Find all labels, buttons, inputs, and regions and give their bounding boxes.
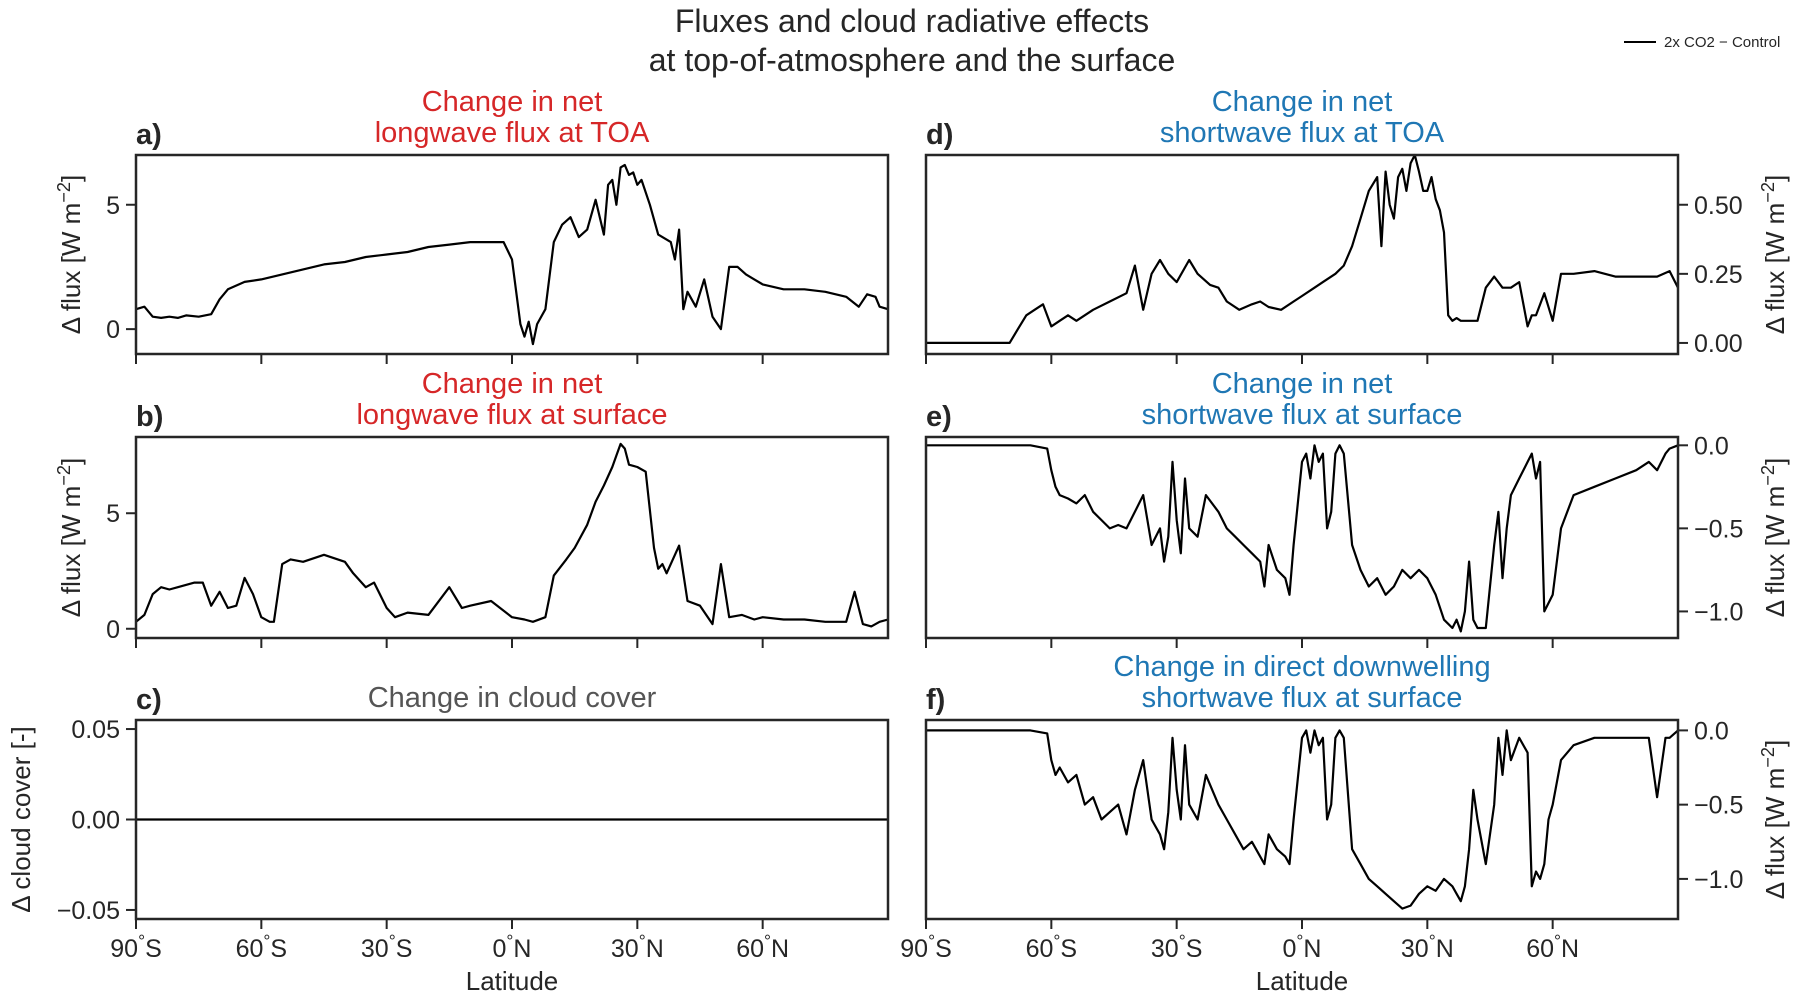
panel-title-line1: Change in net xyxy=(1212,86,1393,118)
y-axis-label: Δ flux [W m−2] xyxy=(1758,740,1790,899)
panel-title-line2: shortwave flux at TOA xyxy=(1160,117,1445,149)
y-tick-label: −0.5 xyxy=(1694,515,1743,543)
x-tick-label: 30°N xyxy=(611,931,664,963)
x-tick-label: 30°S xyxy=(1151,931,1203,963)
x-tick-label: 30°N xyxy=(1401,931,1454,963)
y-tick-label: 0.50 xyxy=(1694,192,1743,220)
figure-title-line1: Fluxes and cloud radiative effects xyxy=(675,3,1149,39)
x-tick-label: 60°S xyxy=(236,931,288,963)
series-line xyxy=(135,163,889,346)
series-line xyxy=(135,442,889,628)
panel-title-line2: shortwave flux at surface xyxy=(1142,399,1463,431)
panel-label: f) xyxy=(926,684,945,716)
panel-title-line2: shortwave flux at surface xyxy=(1142,682,1463,714)
x-tick-label: 0°N xyxy=(1283,931,1322,963)
x-tick-label: 0°N xyxy=(493,931,532,963)
series-line xyxy=(926,444,1679,633)
x-axis-label: Latitude xyxy=(466,966,559,996)
panel-title-line1: Change in direct downwelling xyxy=(1113,651,1490,683)
y-tick-label: 0.05 xyxy=(71,716,120,744)
panel-label: e) xyxy=(926,401,952,433)
panel-label: a) xyxy=(136,119,162,151)
y-tick-label: −0.05 xyxy=(57,897,120,925)
x-tick-label: 60°N xyxy=(736,931,789,963)
y-tick-label: −1.0 xyxy=(1694,598,1743,626)
y-tick-label: 0 xyxy=(106,616,120,644)
x-tick-label: 30°S xyxy=(361,931,413,963)
x-tick-label: 60°S xyxy=(1026,931,1078,963)
axes-frame xyxy=(924,153,1680,356)
x-tick-label: 90°S xyxy=(900,931,952,963)
y-tick-label: −0.5 xyxy=(1694,792,1743,820)
panel-title-line2: longwave flux at surface xyxy=(356,399,667,431)
panel-title-line1: Change in net xyxy=(422,86,603,118)
y-tick-label: 5 xyxy=(106,500,120,528)
y-tick-label: −1.0 xyxy=(1694,866,1743,894)
y-tick-label: 0.0 xyxy=(1694,432,1729,460)
y-tick-label: 0.00 xyxy=(1694,330,1743,358)
panel-title-line1: Change in net xyxy=(422,368,603,400)
panel-title-line2: longwave flux at TOA xyxy=(375,117,650,149)
series-line xyxy=(926,729,1679,910)
y-axis-label: Δ flux [W m−2] xyxy=(1758,458,1790,617)
panel-c: Change in cloud cover c) 90°S 60°S 30°S 0°N 30… xyxy=(6,682,890,996)
y-tick-label: 0.0 xyxy=(1694,717,1729,745)
y-axis-label: Δ flux [W m−2] xyxy=(54,458,86,617)
x-axis-label: Latitude xyxy=(1256,966,1349,996)
panel-label: d) xyxy=(926,119,953,151)
x-tick-label: 60°N xyxy=(1526,931,1579,963)
panel-title-line2: Change in cloud cover xyxy=(368,682,657,714)
axes-frame xyxy=(134,435,890,640)
y-tick-label: 5 xyxy=(106,192,120,220)
x-tick-label: 90°S xyxy=(110,931,162,963)
series-line xyxy=(926,153,1679,344)
panel-title-line1: Change in net xyxy=(1212,368,1393,400)
panel-label: c) xyxy=(136,684,162,716)
y-axis-label: Δ flux [W m−2] xyxy=(1758,175,1790,334)
panel-label: b) xyxy=(136,401,163,433)
y-tick-label: 0.25 xyxy=(1694,261,1743,289)
legend: 2x CO2 − Control xyxy=(1624,34,1780,51)
y-axis-label: Δ cloud cover [-] xyxy=(6,726,36,912)
y-tick-label: 0.00 xyxy=(71,807,120,835)
axes-frame xyxy=(134,153,890,356)
legend-label: 2x CO2 − Control xyxy=(1664,34,1780,51)
y-axis-label: Δ flux [W m−2] xyxy=(54,175,86,334)
axes-frame xyxy=(924,718,1680,921)
y-tick-label: 0 xyxy=(106,316,120,344)
figure-title-line2: at top-of-atmosphere and the surface xyxy=(649,42,1176,78)
